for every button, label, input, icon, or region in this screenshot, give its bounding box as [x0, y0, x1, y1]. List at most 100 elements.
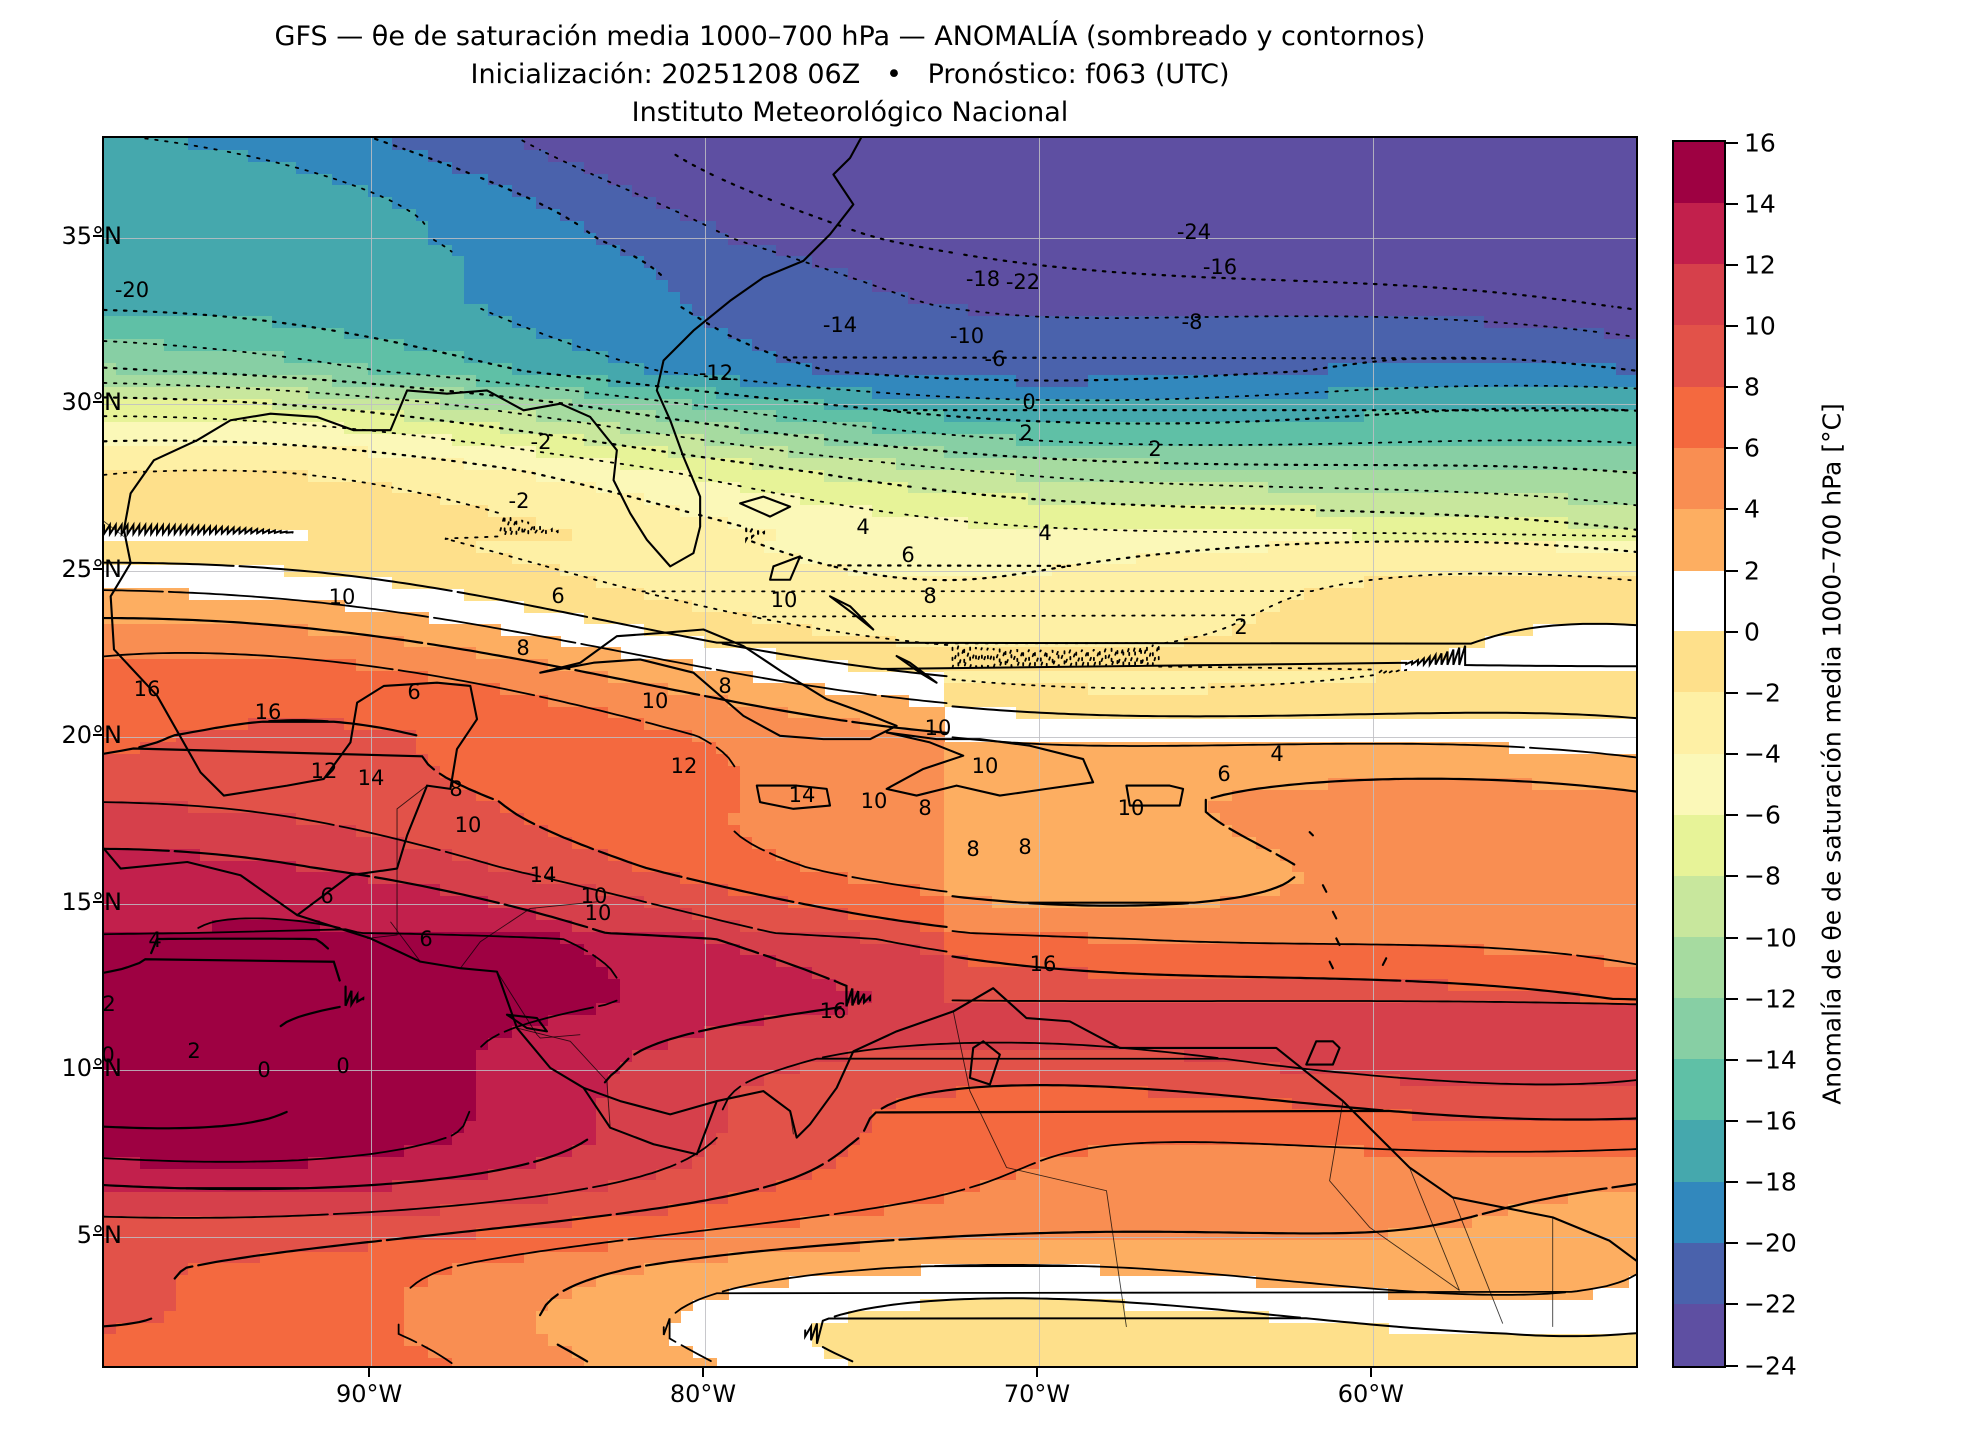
contour-label: 12	[310, 759, 338, 783]
x-tick-mark	[1035, 1368, 1038, 1377]
y-tick-label: 30°N	[61, 388, 123, 417]
contour-label: 6	[551, 584, 565, 608]
y-tick-label: 25°N	[61, 554, 123, 583]
colorbar-band	[1674, 1059, 1724, 1121]
contour-label: 6	[407, 680, 421, 704]
shading-row	[104, 469, 1636, 483]
contour-label: 6	[419, 927, 433, 951]
colorbar-band	[1674, 325, 1724, 388]
contour-label: 8	[449, 777, 463, 801]
shading-row	[104, 552, 1636, 566]
colorbar-tick-label: 4	[1744, 494, 1760, 524]
contour-label: 16	[1029, 952, 1057, 976]
shading-row	[104, 315, 1636, 329]
colorbar-tick-mark	[1726, 141, 1738, 144]
colorbar-tick-mark	[1726, 997, 1738, 1000]
shading-row	[104, 1275, 1636, 1288]
contour-lines	[104, 138, 1636, 1364]
shading-row	[104, 185, 1636, 198]
shading-row	[104, 1062, 1636, 1075]
x-tick-label: 90°W	[335, 1380, 403, 1408]
y-tick-label: 20°N	[61, 721, 123, 750]
contour-label: 4	[1270, 742, 1284, 766]
contour-label: 6	[1217, 762, 1231, 786]
contour-label: -22	[1005, 270, 1041, 294]
contour-label: 2	[1148, 437, 1162, 461]
shading-row	[104, 979, 1636, 992]
contour-label: -6	[984, 347, 1006, 371]
contour-label: 8	[918, 796, 932, 820]
contour-label: -18	[965, 267, 1001, 291]
colorbar-tick-label: 12	[1744, 250, 1776, 280]
contour-label: 14	[529, 863, 557, 887]
contour-label: 10	[860, 789, 888, 813]
shading-row	[104, 1085, 1636, 1099]
colorbar-band	[1674, 386, 1724, 449]
y-tick-mark	[93, 401, 102, 404]
contour-label: 4	[148, 928, 162, 952]
shading-row	[104, 481, 1636, 495]
colorbar-tick-mark	[1726, 630, 1738, 633]
y-tick-mark	[93, 734, 102, 737]
y-tick-mark	[93, 1233, 102, 1236]
colorbar-band	[1674, 570, 1724, 632]
map-axes[interactable]: -24 -22 -20 -18 -16 -14 -12 -10 -8 -6 -2 -2 0 2 2 4 4 6 6 8…	[102, 136, 1638, 1368]
contour-label: 14	[788, 783, 816, 807]
contour-label: 10	[770, 588, 798, 612]
contour-label: -14	[822, 313, 858, 337]
shading-row	[104, 884, 1636, 897]
colorbar-tick-label: −24	[1744, 1351, 1797, 1380]
contour-label: 6	[901, 543, 915, 567]
shading-row	[104, 931, 1636, 945]
colorbar-tick-label: −2	[1744, 678, 1781, 708]
shading-row	[104, 1358, 1636, 1366]
shading-row	[104, 1346, 1636, 1359]
contour-label: 0	[257, 1058, 271, 1082]
shading-row	[104, 896, 1636, 909]
shading-row	[104, 730, 1636, 743]
colorbar-band	[1674, 875, 1724, 938]
shading-row	[104, 1216, 1636, 1229]
shading-row	[104, 801, 1636, 814]
contour-label: 0	[1022, 390, 1036, 414]
shading-row	[104, 339, 1636, 352]
contour-label: -8	[1181, 310, 1203, 334]
shading-row	[104, 813, 1636, 826]
contour-label: 10	[454, 813, 482, 837]
shading-row	[104, 1156, 1636, 1170]
shading-row	[104, 777, 1636, 791]
colorbar-ticks: 16 14 12 10 8 6 4 2 0 −2 −4 −6 −8 −10 −12 −14 −16 −18 −20 −…	[1726, 128, 1846, 1380]
shading-row	[104, 363, 1636, 376]
y-tick-mark	[93, 234, 102, 237]
shading-row	[104, 967, 1636, 980]
shading-row	[104, 256, 1636, 269]
contour-label: 16	[819, 999, 847, 1023]
colorbar-band	[1674, 998, 1724, 1060]
shading-row	[104, 149, 1636, 163]
colorbar-band	[1674, 1242, 1724, 1305]
y-tick-label: 35°N	[61, 221, 123, 250]
colorbar-tick-label: −10	[1744, 923, 1797, 952]
colorbar[interactable]	[1672, 140, 1726, 1368]
page-title: GFS — θe de saturación media 1000–700 hP…	[274, 21, 1426, 52]
contour-label: 8	[516, 636, 530, 660]
shading-row	[104, 1263, 1636, 1276]
coastlines	[104, 138, 1636, 1327]
shading-row	[104, 197, 1636, 210]
contour-label: -24	[1176, 220, 1212, 244]
y-tick-mark	[93, 567, 102, 570]
contour-label: 0	[336, 1054, 350, 1078]
colorbar-band	[1674, 1303, 1724, 1366]
contour-label: 12	[670, 754, 698, 778]
contour-label: 14	[357, 766, 385, 790]
shading-row	[104, 268, 1636, 281]
shading-row	[104, 955, 1636, 968]
colorbar-tick-mark	[1726, 1242, 1738, 1245]
colorbar-tick-label: −4	[1744, 739, 1781, 769]
contour-label: 10	[924, 716, 952, 740]
shading-row	[104, 754, 1636, 767]
colorbar-tick-mark	[1726, 691, 1738, 694]
y-tick-mark	[93, 1067, 102, 1070]
shading-row	[104, 1038, 1636, 1051]
colorbar-tick-mark	[1726, 569, 1738, 572]
